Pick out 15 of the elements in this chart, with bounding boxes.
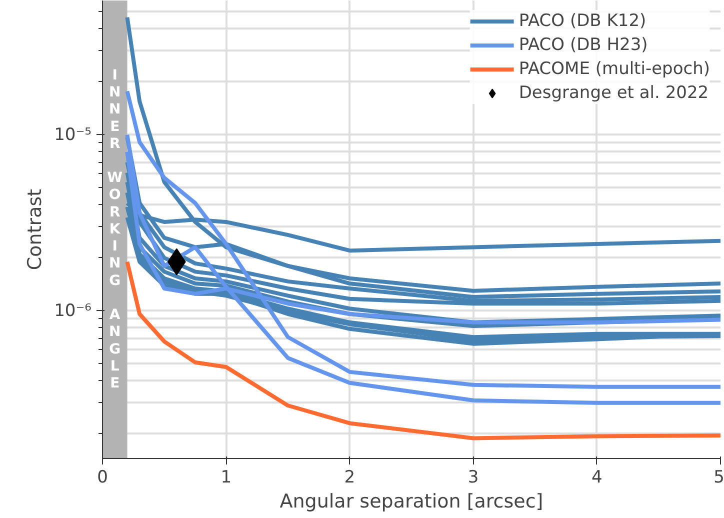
legend-label: PACO (DB H23) <box>518 35 648 55</box>
x-axis-title: Angular separation [arcsec] <box>280 490 544 512</box>
x-tick-label: 3 <box>468 468 479 488</box>
x-tick-label: 2 <box>344 468 356 488</box>
legend-label: Desgrange et al. 2022 <box>518 83 709 103</box>
y-tick-label: 10⁻⁵ <box>54 124 92 145</box>
x-tick-label: 5 <box>714 468 724 488</box>
text: INNER WORKING ANGLE <box>107 67 123 392</box>
x-tick-label: 1 <box>220 468 232 488</box>
legend-label: PACOME (multi-epoch) <box>518 59 710 79</box>
x-tick-label: 0 <box>97 468 108 488</box>
x-tick-label: 4 <box>591 468 602 488</box>
y-axis-title: Contrast <box>24 188 46 270</box>
y-tick-label: 10⁻⁶ <box>54 300 92 321</box>
legend-label: PACO (DB K12) <box>518 11 646 31</box>
